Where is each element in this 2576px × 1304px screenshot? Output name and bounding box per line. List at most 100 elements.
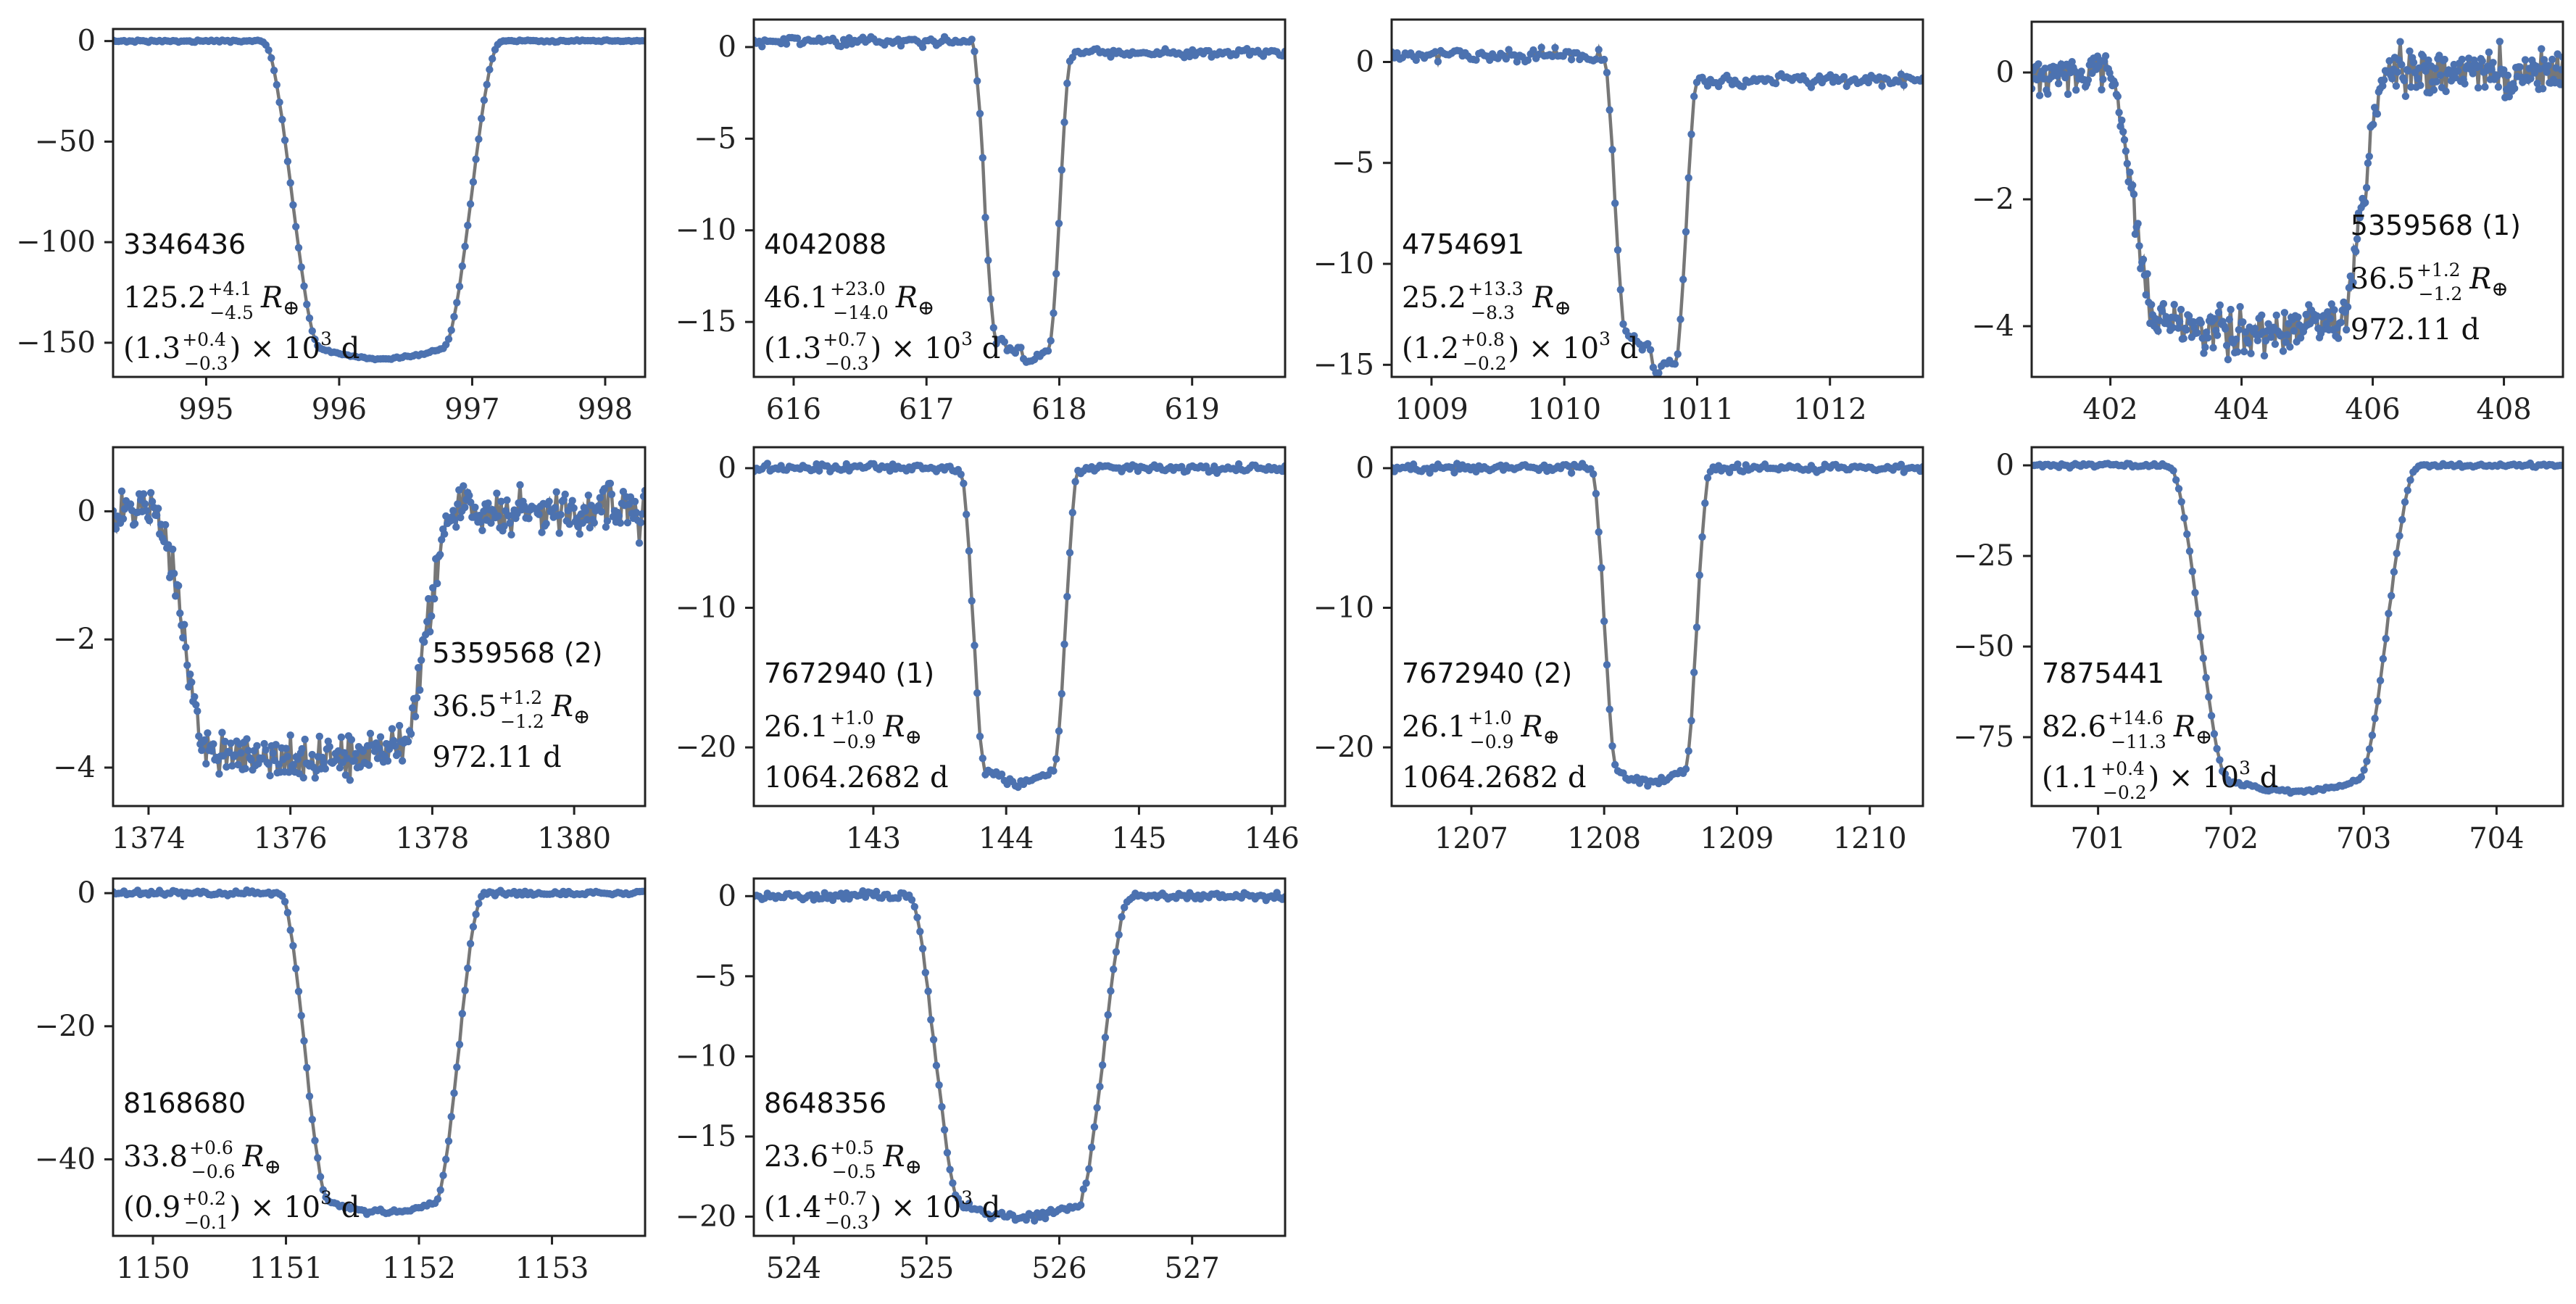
data-point (426, 628, 434, 636)
data-point (311, 1137, 319, 1145)
data-point (2261, 337, 2270, 345)
data-point (176, 609, 184, 618)
data-point (2216, 301, 2224, 310)
data-point (209, 740, 217, 748)
data-point (1060, 640, 1068, 648)
data-point (2177, 498, 2185, 506)
data-point (2357, 773, 2365, 781)
data-point (244, 747, 252, 755)
data-point (2376, 676, 2385, 685)
data-point (2101, 52, 2110, 60)
data-point (1450, 468, 1458, 477)
y-tick-label: −20 (35, 1010, 96, 1043)
radius-annotation: 26.1+1.0 −0.9 R⊕ (764, 707, 922, 752)
y-tick-label: 0 (1996, 56, 2014, 89)
data-point (408, 704, 417, 712)
data-point (465, 491, 473, 499)
data-point (2388, 591, 2396, 600)
data-point (175, 581, 183, 590)
kic-label: 4754691 (1402, 228, 1524, 260)
data-point (1079, 1185, 1088, 1193)
axes-frame (752, 446, 1287, 807)
data-point (2154, 327, 2162, 335)
data-point (997, 771, 1006, 778)
data-point (2403, 486, 2411, 494)
data-point (451, 516, 459, 524)
series-group (754, 33, 1285, 366)
y-tick-label: −4 (1972, 310, 2014, 343)
data-point (461, 987, 469, 994)
data-point (2371, 715, 2379, 723)
data-point (2540, 56, 2548, 64)
y-tick-label: −5 (694, 122, 736, 155)
data-point (2419, 52, 2427, 60)
data-point (458, 262, 466, 270)
data-point (2500, 66, 2508, 74)
data-point (260, 739, 268, 748)
data-point (1619, 320, 1627, 328)
data-point (227, 739, 235, 747)
data-point (2260, 352, 2269, 360)
data-point (2343, 303, 2352, 311)
data-point (2119, 128, 2127, 136)
data-point (477, 518, 485, 526)
y-tick-label: 0 (78, 876, 96, 910)
x-tick-label: 701 (2070, 822, 2125, 855)
data-point (1695, 571, 1703, 579)
data-point (243, 735, 251, 743)
x-tick-label: 1150 (116, 1252, 190, 1285)
data-point (2123, 159, 2131, 167)
data-point (484, 499, 492, 507)
y-tick-label: −2 (53, 623, 96, 656)
kic-label: 8168680 (123, 1087, 246, 1119)
data-point (2267, 333, 2275, 341)
data-point (1600, 617, 1608, 626)
data-point (568, 497, 576, 504)
data-point (2236, 303, 2244, 311)
data-point (963, 510, 971, 518)
annotation-block: 7672940 (1) 26.1+1.0 −0.9 R⊕ 1064.2682 d (764, 657, 949, 794)
data-point (489, 54, 496, 63)
y-tick-label: −40 (35, 1142, 96, 1176)
data-point (395, 721, 404, 730)
data-point (2054, 80, 2063, 88)
x-tick-label: 618 (1031, 393, 1087, 426)
y-tick-label: 0 (78, 494, 96, 528)
data-point (305, 314, 314, 323)
data-point (2232, 335, 2240, 344)
data-point (1055, 220, 1063, 228)
data-point (946, 1166, 954, 1174)
data-point (1472, 56, 1480, 65)
data-point (1687, 130, 1695, 138)
data-point (337, 733, 346, 742)
data-point (1524, 56, 1532, 65)
data-point (1595, 46, 1603, 54)
data-point (2158, 307, 2166, 315)
data-point (428, 612, 436, 620)
data-point (442, 512, 450, 520)
data-point (300, 1037, 308, 1045)
data-point (303, 300, 311, 309)
data-point (2485, 48, 2493, 57)
data-point (2191, 589, 2199, 597)
data-point (2425, 56, 2432, 65)
data-point (1393, 49, 1401, 57)
data-point (231, 751, 239, 759)
data-point (292, 965, 300, 973)
data-point (636, 518, 645, 527)
data-point (2504, 71, 2512, 80)
data-point (839, 894, 848, 903)
data-point (2185, 312, 2193, 320)
data-point (1674, 350, 1682, 358)
data-point (600, 485, 608, 493)
data-point (464, 964, 472, 973)
data-point (119, 515, 128, 523)
data-point (2373, 110, 2382, 118)
data-point (2371, 104, 2379, 112)
data-point (1567, 469, 1576, 477)
data-point (1611, 760, 1619, 769)
data-point (2253, 336, 2261, 344)
series-group (754, 887, 1285, 1226)
data-point (596, 494, 604, 502)
data-point (1840, 72, 1848, 81)
